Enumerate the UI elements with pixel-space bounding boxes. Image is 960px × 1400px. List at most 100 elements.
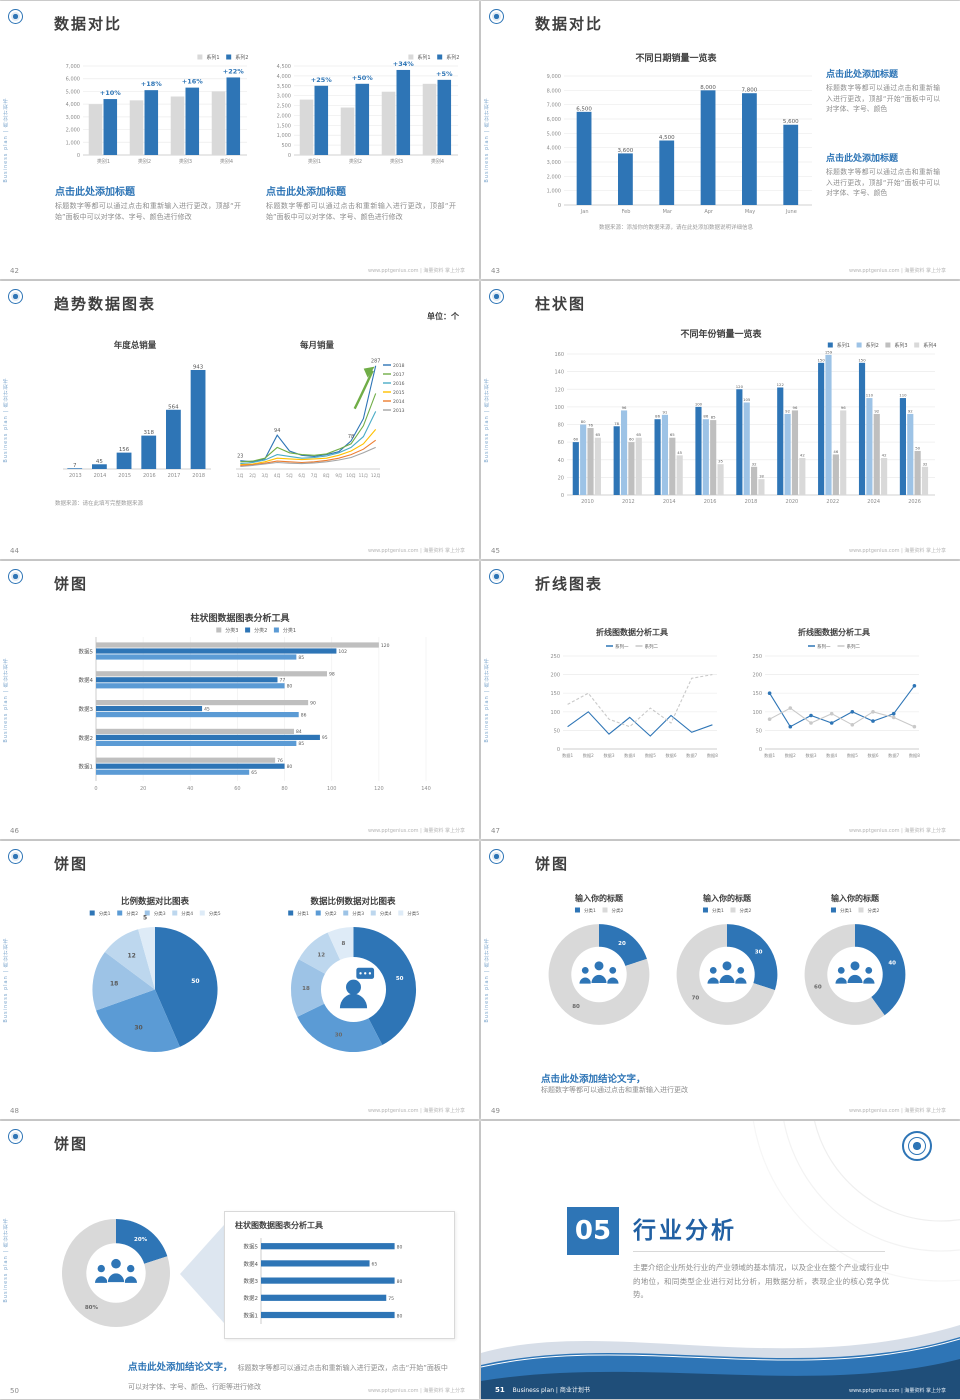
- svg-text:20%: 20%: [134, 1237, 148, 1243]
- slide-44[interactable]: Business plan | 商业计划书 趋势数据图表 单位：个 年度总销量 …: [0, 281, 479, 559]
- svg-text:160: 160: [554, 352, 564, 358]
- svg-text:60: 60: [814, 985, 822, 991]
- svg-text:12: 12: [317, 953, 325, 959]
- svg-text:分类2: 分类2: [868, 907, 880, 914]
- footer-watermark: www.pptgenius.com | 海量资料 掌上分享: [367, 548, 465, 554]
- footer-watermark: www.pptgenius.com | 海量资料 掌上分享: [367, 268, 465, 274]
- block-body: 标题数字等都可以通过点击和重新输入进行更改，顶部“开始”面板中可以对字体、字号、…: [55, 202, 241, 221]
- svg-text:6,000: 6,000: [66, 77, 80, 83]
- svg-text:50: 50: [554, 728, 560, 734]
- svg-text:86: 86: [301, 712, 307, 718]
- page-title: 趋势数据图表: [54, 295, 157, 313]
- conclusion-body: 标题数字等都可以通过点击和重新输入进行更改: [541, 1086, 688, 1094]
- svg-text:100: 100: [550, 710, 560, 716]
- svg-text:65: 65: [636, 432, 641, 437]
- slide-42[interactable]: Business plan | 商业计划书 数据对比 0 1,000 2,000 3,…: [0, 1, 479, 279]
- svg-text:80: 80: [397, 1245, 403, 1251]
- logo-icon: [8, 289, 23, 304]
- slide-43[interactable]: Business plan | 商业计划书 数据对比 不同日期销量一览表 0 1,…: [481, 1, 960, 279]
- svg-text:4,000: 4,000: [547, 146, 561, 152]
- svg-text:分类2: 分类2: [254, 627, 267, 634]
- bar-panel: 柱状图数据图表分析工具 数据5 80 数据4 65 数据3 80 数据2 75 数据1 80: [224, 1211, 455, 1339]
- svg-text:318: 318: [143, 430, 154, 436]
- svg-text:120: 120: [374, 786, 384, 792]
- svg-text:类别3: 类别3: [179, 158, 192, 165]
- svg-text:分类1: 分类1: [297, 910, 309, 917]
- page-number: 43: [491, 267, 500, 275]
- svg-text:分类2: 分类2: [740, 907, 752, 914]
- chart-title: 折线图数据分析工具: [596, 628, 668, 637]
- svg-text:2015: 2015: [118, 473, 131, 479]
- svg-text:Feb: Feb: [622, 209, 631, 215]
- svg-text:85: 85: [711, 415, 716, 420]
- svg-text:32: 32: [752, 461, 757, 466]
- svg-text:类别2: 类别2: [349, 158, 362, 165]
- svg-text:45: 45: [204, 706, 210, 712]
- donut-title: 输入你的标题: [575, 894, 623, 903]
- slide-46[interactable]: Business plan | 商业计划书 饼图 柱状图数据图表分析工具 0 20…: [0, 561, 479, 839]
- yearly-grouped-bar-chart: 0 20 40 60 80 100 120 140 160 60 80 76 65 2010 78 96 60 6…: [539, 339, 939, 507]
- conclusion-block: 点击此处添加结论文字， 标题数字等都可以通过点击和重新输入进行更改，点击“开始”…: [128, 1355, 452, 1393]
- slide-47[interactable]: Business plan | 商业计划书 折线图表 折线图数据分析工具 0 50…: [481, 561, 960, 839]
- annual-sales-bar-chart: 7 2013 45 2014 156 2015 318 2016 564 2017 943 2018: [55, 353, 215, 481]
- slide-49[interactable]: Business plan | 商业计划书 饼图 输入你的标题 分类1 分类2 20…: [481, 841, 960, 1119]
- svg-text:78: 78: [614, 421, 619, 426]
- svg-text:76: 76: [588, 423, 593, 428]
- svg-text:Apr: Apr: [704, 209, 714, 215]
- svg-text:92: 92: [874, 408, 879, 413]
- svg-text:4,500: 4,500: [277, 64, 291, 70]
- svg-text:60: 60: [234, 786, 240, 792]
- svg-text:8,000: 8,000: [547, 88, 561, 94]
- svg-text:2月: 2月: [249, 473, 256, 479]
- svg-text:系列1: 系列1: [417, 54, 430, 61]
- svg-text:65: 65: [372, 1262, 378, 1268]
- chart-title: 折线图数据分析工具: [798, 628, 870, 637]
- wave-background: [481, 1121, 960, 1399]
- svg-text:2022: 2022: [826, 499, 839, 505]
- svg-text:96: 96: [793, 405, 798, 410]
- svg-text:100: 100: [752, 710, 762, 716]
- svg-text:1,500: 1,500: [277, 123, 291, 129]
- slide-45[interactable]: Business plan | 商业计划书 柱状图 不同年份销量一览表 0 20 4…: [481, 281, 960, 559]
- chart-title: 年度总销量: [113, 341, 157, 351]
- chart-title: 柱状图数据图表分析工具: [190, 614, 290, 624]
- svg-text:8: 8: [342, 941, 346, 947]
- svg-text:7,000: 7,000: [66, 64, 80, 70]
- panel-hbar-chart: 数据5 80 数据4 65 数据3 80 数据2 75 数据1 80: [235, 1235, 444, 1327]
- svg-text:3,600: 3,600: [618, 148, 634, 154]
- logo-icon: [489, 569, 504, 584]
- svg-text:数据3: 数据3: [79, 705, 94, 713]
- svg-text:类别1: 类别1: [97, 158, 110, 165]
- svg-text:80: 80: [572, 1004, 580, 1010]
- svg-text:50: 50: [915, 445, 920, 450]
- svg-text:2010: 2010: [581, 499, 594, 505]
- section-body: 主要介绍企业所处行业的产业领域的基本情况，以及企业在整个产业或行业中的地位，和同…: [633, 1263, 889, 1299]
- svg-text:42: 42: [882, 452, 887, 457]
- svg-text:2,500: 2,500: [277, 104, 291, 110]
- chart-caption: 数据来源：添加你的数据来源，请在此处添加数据说明详细信息: [598, 225, 753, 231]
- svg-text:120: 120: [381, 643, 390, 649]
- svg-text:46: 46: [833, 449, 838, 454]
- svg-text:系列1: 系列1: [206, 54, 219, 61]
- slide-48[interactable]: Business plan | 商业计划书 饼图 比例数据对比图表 分类1 分类2…: [0, 841, 479, 1119]
- svg-text:4,500: 4,500: [659, 135, 675, 141]
- svg-text:9月: 9月: [335, 473, 342, 479]
- svg-text:数据7: 数据7: [686, 752, 697, 759]
- svg-text:6,000: 6,000: [547, 117, 561, 123]
- svg-text:0: 0: [288, 153, 291, 159]
- svg-text:140: 140: [554, 370, 564, 376]
- grouped-bar-chart-right: 0 500 1,000 1,500 2,000 2,500 3,000 3,500 4,000 4…: [266, 51, 462, 167]
- svg-text:2016: 2016: [393, 381, 405, 387]
- slide-51[interactable]: 05 行业分析 主要介绍企业所处行业的产业领域的基本情况，以及企业在整个产业或行…: [481, 1121, 960, 1399]
- svg-text:80: 80: [287, 764, 293, 770]
- svg-text:系列一: 系列一: [817, 643, 831, 650]
- svg-text:96: 96: [841, 405, 846, 410]
- page-title: 饼图: [54, 855, 89, 873]
- page-number: 50: [10, 1387, 19, 1395]
- svg-text:50: 50: [756, 728, 762, 734]
- block-title: 点击此处添加标题: [826, 154, 899, 164]
- page-title: 数据对比: [54, 15, 123, 33]
- svg-text:2016: 2016: [143, 473, 156, 479]
- donut-chart: 20% 80%: [52, 1213, 180, 1333]
- slide-50[interactable]: Business plan | 商业计划书 饼图 20% 80% 柱状图数据图表分…: [0, 1121, 479, 1399]
